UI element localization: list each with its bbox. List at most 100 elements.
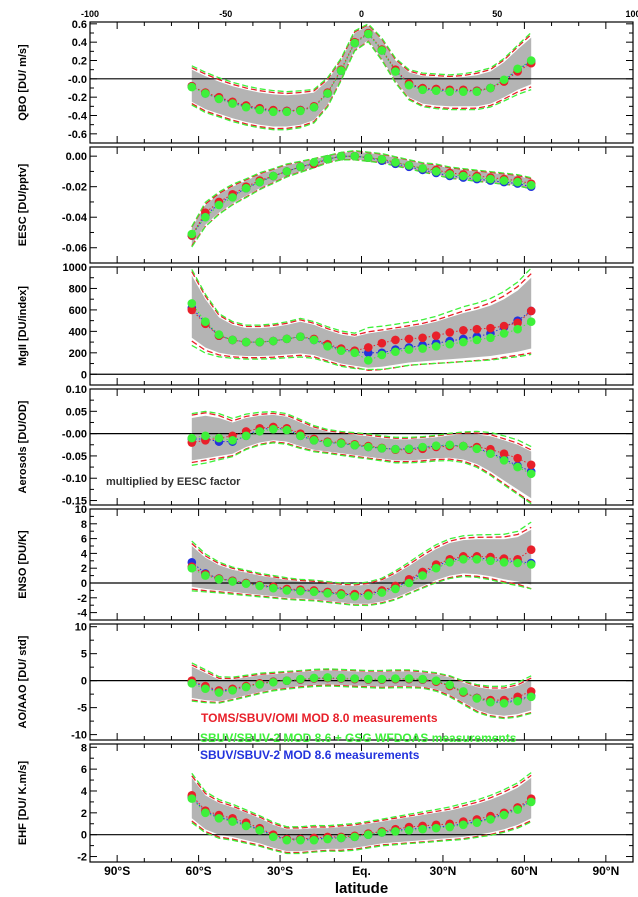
green-point [309, 157, 319, 167]
y-tick-label: -2 [77, 593, 87, 605]
green-point [296, 431, 305, 441]
green-point [363, 674, 373, 684]
green-point [459, 87, 468, 96]
green-point [201, 431, 210, 441]
panel-plot-area [90, 772, 633, 855]
green-series-points [187, 29, 536, 117]
green-point [201, 571, 210, 580]
panel-plot-area [187, 149, 536, 248]
green-point [418, 824, 427, 834]
green-point [282, 835, 292, 845]
green-point [268, 171, 278, 181]
red-series-line [191, 677, 532, 701]
bottom-tick-label: 30°N [430, 864, 457, 878]
bottom-tick-label: 60°S [186, 864, 212, 878]
y-tick-label: -0.2 [68, 92, 87, 104]
green-point [255, 177, 264, 187]
y-tick-label: -0.6 [68, 129, 87, 141]
green-point [363, 356, 373, 365]
panel-2: -0.06 -0.04 -0.02 0.00 EESC [DU/pptv] [17, 146, 634, 264]
red-point [526, 545, 536, 554]
green-point [282, 107, 292, 117]
legend-entry: SBUV/SBUV-2 MOD 8.6 measurements [200, 748, 420, 762]
green-point [296, 586, 305, 596]
green-point [513, 324, 522, 334]
y-tick-label: 0.4 [72, 37, 88, 49]
green-point [418, 164, 427, 173]
y-tick-label: -0.04 [62, 212, 88, 224]
green-point [268, 583, 278, 593]
y-tick-label: 600 [69, 305, 87, 317]
green-point [296, 332, 305, 342]
green-point [431, 86, 441, 96]
green-point [377, 828, 387, 837]
y-tick-label: 8 [81, 742, 87, 754]
green-point [336, 346, 346, 355]
red-lower-envelope [191, 574, 532, 606]
green-point [323, 342, 332, 351]
green-point [391, 347, 400, 357]
panel-5: -4 -2 0 2 4 6 8 10 ENSO [DU/K] [17, 504, 634, 621]
green-point [214, 433, 224, 443]
green-point [431, 441, 441, 450]
uncertainty-band [191, 414, 532, 499]
y-tick-label: 0.2 [72, 56, 87, 68]
green-point [391, 444, 400, 454]
red-point [363, 343, 373, 352]
green-point [445, 170, 455, 179]
green-point [472, 694, 482, 703]
green-point [486, 556, 495, 566]
green-point [241, 183, 251, 193]
green-point [282, 167, 292, 176]
green-point [268, 107, 278, 117]
green-point [431, 823, 441, 833]
green-point [526, 56, 536, 65]
top-tick-label: -50 [219, 9, 232, 19]
green-point [350, 348, 360, 358]
y-tick-label: 2 [81, 808, 87, 820]
green-point [214, 94, 224, 104]
green-series-points [187, 673, 536, 708]
green-lower-envelope [191, 575, 532, 607]
green-lower-envelope [191, 40, 532, 131]
top-axis: -100 -50 0 50 100 [81, 9, 638, 19]
green-point [486, 697, 495, 707]
green-point [228, 335, 237, 345]
green-point [187, 563, 197, 573]
green-series-points [187, 299, 536, 365]
green-point [336, 151, 346, 161]
red-point [418, 333, 427, 343]
green-point [377, 46, 387, 55]
bottom-tick-label: Eq. [352, 864, 371, 878]
green-point [309, 436, 319, 445]
green-point [526, 317, 536, 327]
y-tick-label: 5 [81, 649, 87, 661]
green-point [282, 586, 292, 595]
green-point [499, 699, 509, 708]
green-point [323, 89, 332, 98]
green-point [486, 174, 495, 184]
red-point [499, 321, 509, 331]
green-point [391, 584, 400, 594]
green-point [296, 674, 305, 684]
uncertainty-band [191, 275, 532, 368]
bottom-tick-label: 90°S [104, 864, 130, 878]
panel-7: -2 0 2 4 6 8 EHF [DU/ K.m/s] [17, 742, 634, 864]
green-point [309, 673, 319, 683]
green-point [499, 176, 509, 185]
green-point [486, 815, 495, 824]
green-point [459, 337, 468, 347]
y-tick-label: -0.10 [62, 473, 87, 485]
green-point [445, 822, 455, 832]
red-point [513, 453, 522, 463]
green-point [187, 794, 197, 803]
green-point [431, 563, 441, 573]
green-lower-envelope [191, 442, 532, 505]
green-point [282, 425, 292, 435]
green-point [187, 433, 197, 443]
green-series-points [187, 424, 536, 479]
red-point [377, 338, 387, 348]
green-point [201, 212, 210, 222]
green-point [309, 835, 319, 845]
panel-frame [89, 266, 634, 386]
